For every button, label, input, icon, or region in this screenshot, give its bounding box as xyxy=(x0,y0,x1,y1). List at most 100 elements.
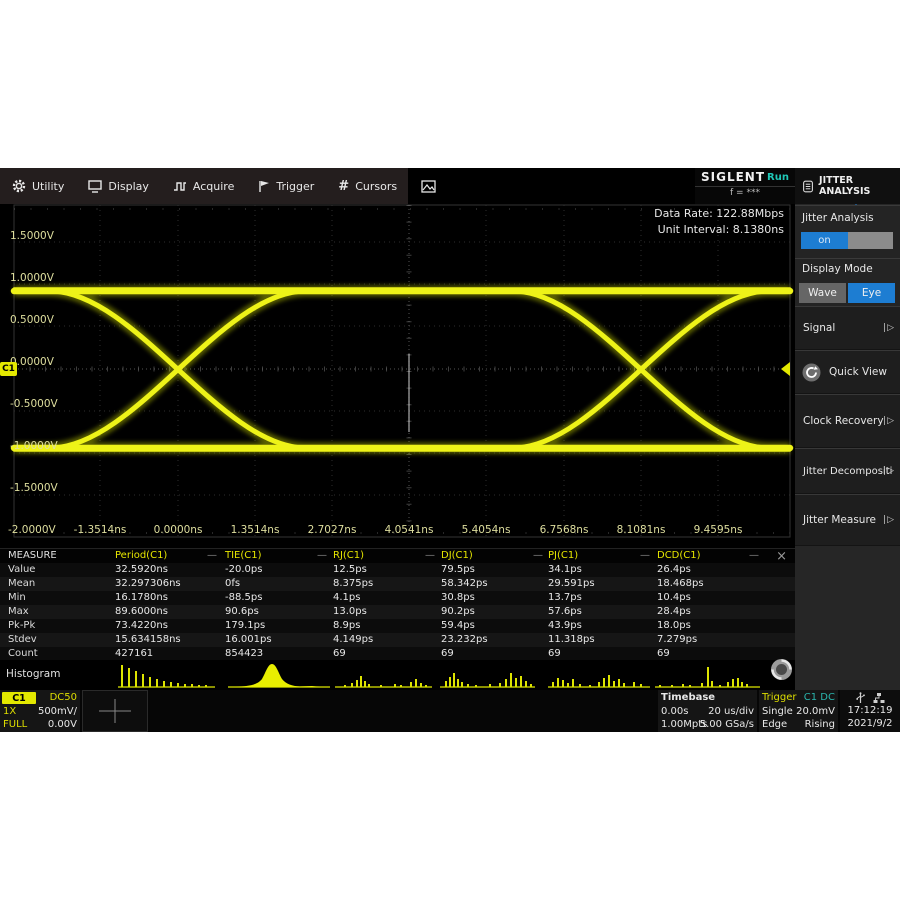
channel-badge[interactable]: C1 xyxy=(2,692,36,704)
measure-column-header[interactable]: DJ(C1) xyxy=(441,550,473,561)
measure-table-row: Stdev 15.634158ns 16.001ps 4.149ps 23.232ps 1… xyxy=(0,633,795,647)
toggle-off-state[interactable] xyxy=(848,232,893,249)
y-axis-label: -1.0000V xyxy=(10,440,58,452)
toggle-on-state[interactable]: on xyxy=(801,232,848,249)
measure-table: × MEASURE Period(C1) — TIE(C1) — RJ(C1) — DJ(C1… xyxy=(0,548,795,661)
submenu-arrow-icon: |▷ xyxy=(883,323,895,333)
measure-value: 15.634158ns xyxy=(115,634,181,645)
channel-scale: 500mV/ xyxy=(37,706,77,717)
measure-table-row: Min 16.1780ns -88.5ps 4.1ps 30.8ps 13.7ps 10.4… xyxy=(0,591,795,605)
measure-value: 4.1ps xyxy=(333,592,361,603)
measure-table-header: MEASURE Period(C1) — TIE(C1) — RJ(C1) — DJ(C1) —… xyxy=(0,549,795,563)
column-collapse-icon[interactable]: — xyxy=(207,550,217,561)
menu-utility[interactable]: Utility xyxy=(0,168,76,204)
eye-mode-button[interactable]: Eye xyxy=(848,283,895,303)
measure-value: 7.279ps xyxy=(657,634,698,645)
jitter-measure-label: Jitter Measure xyxy=(803,514,876,526)
data-rate-text: Data Rate: 122.88Mbps xyxy=(654,207,784,220)
jitter-analysis-toggle[interactable]: on xyxy=(801,232,893,249)
jitter-analysis-panel: JITTER ANALYSIS Jitter Analysis on Displ… xyxy=(795,168,900,690)
timebase-delay: 0.00s xyxy=(661,706,689,717)
measure-value: 89.6000ns xyxy=(115,606,168,617)
y-axis-label: -0.5000V xyxy=(10,398,58,410)
measure-row-label: Value xyxy=(8,564,36,575)
measure-table-row: Count 427161 854423 69 69 69 69 xyxy=(0,647,795,661)
sidebar-item-signal[interactable]: Signal |▷ xyxy=(795,306,900,350)
measure-value: 90.2ps xyxy=(441,606,475,617)
close-icon[interactable]: × xyxy=(776,549,787,564)
measure-value: 43.9ps xyxy=(548,620,582,631)
x-axis-label: 2.7027ns xyxy=(307,524,357,536)
sidebar-item-jitter-measure[interactable]: Jitter Measure |▷ xyxy=(795,494,900,546)
timebase-box[interactable]: Timebase 0.00s 20 us/div 1.00Mpts 5.00 G… xyxy=(658,690,757,732)
histogram-label: Histogram xyxy=(6,668,61,680)
reset-statistics-icon[interactable] xyxy=(770,658,793,681)
measure-value: 16.1780ns xyxy=(115,592,168,603)
trigger-level-marker[interactable] xyxy=(781,362,790,376)
x-axis-label: 5.4054ns xyxy=(461,524,511,536)
clock-date: 2021/9/2 xyxy=(847,718,893,729)
signal-label: Signal xyxy=(803,322,836,334)
measure-value: 18.0ps xyxy=(657,620,691,631)
eye-trace xyxy=(10,287,794,452)
measure-column-header[interactable]: Period(C1) xyxy=(115,550,168,561)
measure-value: 34.1ps xyxy=(548,564,582,575)
sidebar-item-jitter-decomposition[interactable]: Jitter Decomposition |▷ xyxy=(795,448,900,494)
measure-value: 8.375ps xyxy=(333,578,374,589)
measure-column-header[interactable]: TIE(C1) xyxy=(225,550,262,561)
menu-bar: Utility Display Acquire Trigger # Cursor… xyxy=(0,168,436,204)
sidebar-item-quick-view[interactable]: Quick View xyxy=(795,350,900,394)
measure-column-header[interactable]: DCD(C1) xyxy=(657,550,701,561)
measure-value: 69 xyxy=(441,648,454,659)
trigger-box[interactable]: Trigger C1 DC Single 20.0mV Edge Rising xyxy=(759,690,838,732)
screenshot-button[interactable] xyxy=(409,168,448,204)
measure-value: 57.6ps xyxy=(548,606,582,617)
sidebar-item-clock-recovery[interactable]: Clock Recovery |▷ xyxy=(795,394,900,448)
datetime-box: 17:12:19 2021/9/2 xyxy=(840,690,900,732)
flag-icon xyxy=(259,180,270,192)
display-mode-label: Display Mode xyxy=(802,263,873,275)
channel-bandwidth: FULL xyxy=(3,719,28,730)
measure-value: 8.9ps xyxy=(333,620,361,631)
channel-coupling: DC50 xyxy=(49,692,77,703)
clock-time: 17:12:19 xyxy=(847,705,893,716)
measure-value: 13.0ps xyxy=(333,606,367,617)
measure-value: 28.4ps xyxy=(657,606,691,617)
column-collapse-icon[interactable]: — xyxy=(749,550,759,561)
panel-title: JITTER ANALYSIS xyxy=(819,175,871,197)
channel-info-box[interactable]: C1 DC50 1X 500mV/ FULL 0.00V xyxy=(0,690,80,732)
measure-value: 10.4ps xyxy=(657,592,691,603)
column-collapse-icon[interactable]: — xyxy=(317,550,327,561)
menu-display[interactable]: Display xyxy=(76,168,161,204)
x-axis-label: 9.4595ns xyxy=(693,524,743,536)
measure-column-header[interactable]: RJ(C1) xyxy=(333,550,365,561)
menu-trigger[interactable]: Trigger xyxy=(246,168,326,204)
menu-cursors[interactable]: # Cursors xyxy=(326,168,409,204)
position-widget[interactable] xyxy=(82,690,148,732)
trigger-title: Trigger xyxy=(762,692,797,703)
measure-row-label: Mean xyxy=(8,578,36,589)
oscilloscope-screen: Utility Display Acquire Trigger # Cursor… xyxy=(0,168,900,732)
measure-column-header[interactable]: PJ(C1) xyxy=(548,550,579,561)
jitter-analysis-section: Jitter Analysis on xyxy=(795,205,900,258)
histogram-strip: Histogram xyxy=(0,658,795,690)
submenu-arrow-icon: |▷ xyxy=(883,466,895,476)
menu-acquire[interactable]: Acquire xyxy=(161,168,246,204)
y-axis-label: 0.5000V xyxy=(10,314,54,326)
wave-mode-button[interactable]: Wave xyxy=(799,283,846,303)
channel-offset-marker[interactable]: C1 xyxy=(0,362,17,376)
usb-icon xyxy=(855,692,865,703)
menu-list-icon xyxy=(803,180,813,192)
trigger-source: C1 DC xyxy=(803,692,835,703)
x-axis-label: 8.1081ns xyxy=(616,524,666,536)
column-collapse-icon[interactable]: — xyxy=(425,550,435,561)
histogram-plot xyxy=(118,664,760,688)
timebase-samplerate: 5.00 GSa/s xyxy=(699,719,754,730)
column-collapse-icon[interactable]: — xyxy=(533,550,543,561)
run-status[interactable]: Run xyxy=(767,171,789,183)
x-axis-label: 1.3514ns xyxy=(230,524,280,536)
column-collapse-icon[interactable]: — xyxy=(640,550,650,561)
measure-corner-label: MEASURE xyxy=(8,550,57,561)
menu-display-label: Display xyxy=(108,179,149,193)
channel-probe: 1X xyxy=(3,706,17,717)
